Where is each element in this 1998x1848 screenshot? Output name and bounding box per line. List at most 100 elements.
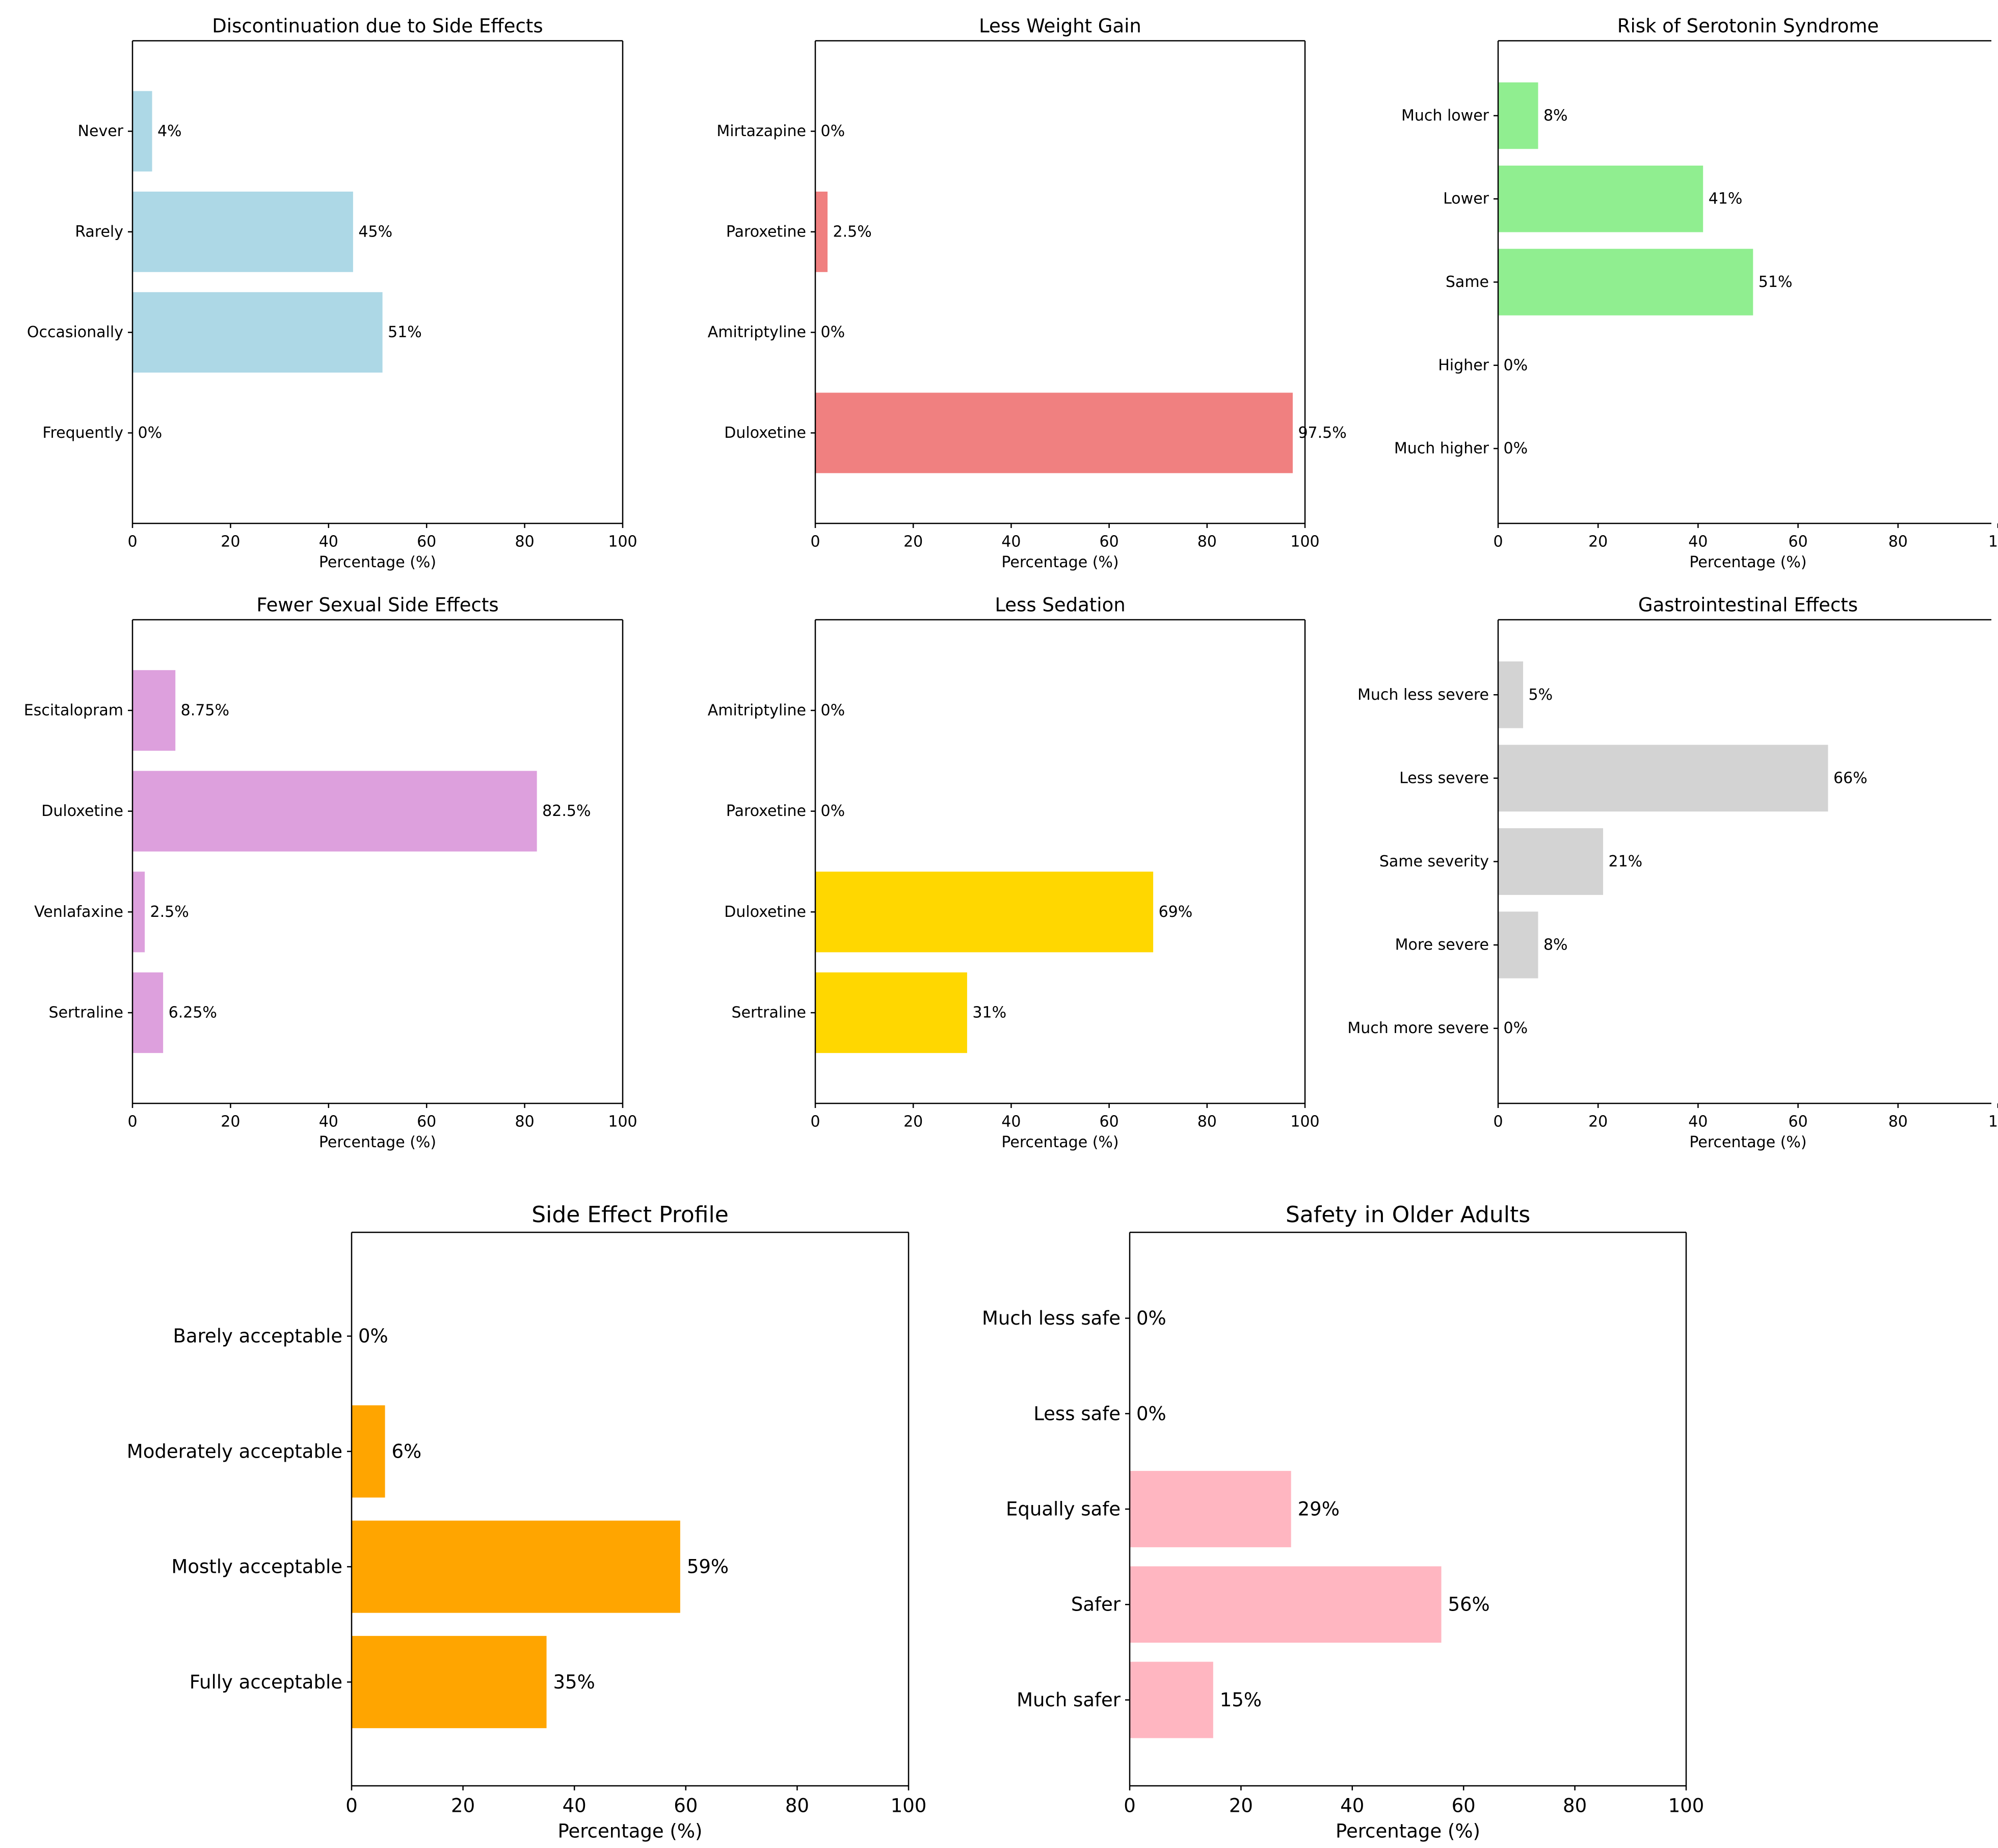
- x-tick-label: 20: [1229, 1794, 1253, 1816]
- x-tick-label: 80: [1563, 1794, 1587, 1816]
- bar: [1498, 661, 1524, 728]
- y-tick-label: Higher: [1438, 356, 1489, 374]
- x-tick-label: 0: [1493, 533, 1503, 551]
- bar-value-label: 21%: [1609, 853, 1643, 870]
- x-tick-label: 20: [1588, 533, 1608, 551]
- y-tick-label: Frequently: [42, 424, 123, 442]
- y-tick-label: Less severe: [1399, 769, 1489, 787]
- bar-value-label: 51%: [1759, 273, 1793, 291]
- bar: [132, 872, 145, 953]
- chart-panel: 31% 69% 0% 0% Sertraline Duloxetine Paroxetine…: [708, 594, 1320, 1151]
- plot-frame: [131, 619, 624, 1104]
- bar: [132, 771, 537, 852]
- x-tick-label: 10: [1988, 533, 1998, 551]
- chart-title: Safety in Older Adults: [1286, 1202, 1530, 1228]
- x-axis-label: Percentage (%): [319, 553, 436, 571]
- y-tick-label: Never: [78, 122, 124, 140]
- plot-frame: [1129, 1231, 1687, 1787]
- x-tick-label: 0: [345, 1794, 358, 1816]
- x-axis-label: Percentage (%): [1336, 1820, 1480, 1842]
- plot-frame: [1497, 619, 1991, 1104]
- y-tick-label: Duloxetine: [724, 903, 806, 921]
- bar: [1498, 828, 1604, 895]
- bar: [352, 1405, 385, 1498]
- y-tick-label: Venlafaxine: [34, 903, 123, 921]
- chart-title: Gastrointestinal Effects: [1638, 594, 1858, 616]
- plot-frame: [814, 40, 1306, 524]
- chart-panel: 35% 59% 6% 0% Fully acceptable Mostly accepta…: [127, 1202, 927, 1842]
- bar-value-label: 66%: [1833, 769, 1868, 787]
- x-tick-label: 80: [1197, 1113, 1217, 1131]
- bar-value-label: 5%: [1529, 686, 1553, 704]
- bar-value-label: 59%: [687, 1556, 729, 1578]
- bar: [132, 91, 152, 172]
- y-tick-label: Moderately acceptable: [127, 1440, 342, 1462]
- x-tick-label: 20: [221, 533, 240, 551]
- bar-value-label: 2.5%: [833, 223, 872, 241]
- y-tick-label: Mirtazapine: [716, 122, 806, 140]
- y-tick-label: Sertraline: [49, 1004, 123, 1022]
- bar: [815, 191, 828, 272]
- bar: [1130, 1661, 1213, 1738]
- x-tick-label: 40: [1340, 1794, 1364, 1816]
- x-tick-label: 100: [608, 533, 637, 551]
- bar-value-label: 69%: [1159, 903, 1193, 921]
- bar-value-label: 0%: [358, 1325, 388, 1347]
- x-tick-label: 20: [903, 533, 923, 551]
- x-tick-label: 20: [221, 1113, 240, 1131]
- x-tick-label: 0: [810, 1113, 820, 1131]
- bar-value-label: 35%: [553, 1671, 595, 1693]
- bar: [815, 872, 1154, 953]
- bar: [132, 191, 353, 272]
- y-tick-label: Escitalopram: [24, 701, 123, 719]
- x-tick-label: 80: [1197, 533, 1217, 551]
- y-tick-label: Safer: [1071, 1594, 1121, 1616]
- x-tick-label: 80: [785, 1794, 809, 1816]
- bar-value-label: 45%: [358, 223, 392, 241]
- x-axis-label: Percentage (%): [1001, 1133, 1118, 1151]
- bar: [132, 292, 383, 373]
- bar-value-label: 6.25%: [169, 1004, 217, 1022]
- bar: [132, 972, 164, 1053]
- bar: [815, 392, 1293, 473]
- x-tick-label: 60: [1789, 1113, 1808, 1131]
- bar: [1498, 745, 1828, 812]
- bar-value-label: 8.75%: [181, 701, 229, 719]
- y-tick-label: Duloxetine: [724, 424, 806, 442]
- x-tick-label: 40: [563, 1794, 587, 1816]
- x-tick-label: 60: [674, 1794, 698, 1816]
- x-tick-label: 0: [1124, 1794, 1136, 1816]
- plot-frame: [351, 1231, 910, 1787]
- bar-value-label: 0%: [138, 424, 163, 442]
- x-axis-label: Percentage (%): [1689, 553, 1806, 571]
- bar-value-label: 0%: [1136, 1403, 1166, 1424]
- y-tick-label: Barely acceptable: [173, 1325, 342, 1347]
- y-tick-label: Much safer: [1017, 1689, 1121, 1711]
- bar-value-label: 56%: [1448, 1594, 1489, 1616]
- chart-panel: 97.5% 0% 2.5% 0% Duloxetine Amitriptyline Paro…: [708, 15, 1347, 571]
- bar: [352, 1520, 680, 1613]
- bar-value-label: 8%: [1543, 107, 1568, 124]
- bar-value-label: 0%: [1504, 356, 1528, 374]
- y-tick-label: Equally safe: [1006, 1498, 1121, 1520]
- bar: [132, 670, 176, 751]
- y-tick-label: Mostly acceptable: [171, 1556, 342, 1578]
- chart-panel: 6.25% 2.5% 82.5% 8.75% Sertraline Venlafaxine…: [24, 594, 637, 1151]
- y-tick-label: More severe: [1395, 936, 1489, 954]
- x-tick-label: 60: [417, 533, 436, 551]
- x-tick-label: 100: [891, 1794, 927, 1816]
- y-tick-label: Fully acceptable: [190, 1671, 342, 1693]
- x-tick-label: 100: [1668, 1794, 1704, 1816]
- bar: [1130, 1566, 1442, 1643]
- bar-value-label: 97.5%: [1298, 424, 1346, 442]
- x-tick-label: 60: [417, 1113, 436, 1131]
- x-tick-label: 40: [1688, 1113, 1708, 1131]
- y-tick-label: Occasionally: [27, 324, 123, 341]
- x-tick-label: 80: [515, 1113, 535, 1131]
- bar-value-label: 0%: [1136, 1307, 1166, 1329]
- x-tick-label: 80: [515, 533, 535, 551]
- x-tick-label: 0: [127, 1113, 137, 1131]
- bar-value-label: 0%: [821, 122, 845, 140]
- y-tick-label: Paroxetine: [726, 802, 806, 820]
- chart-panel: 15% 56% 29% 0% 0% Much safer Safer Equally safe…: [982, 1202, 1704, 1842]
